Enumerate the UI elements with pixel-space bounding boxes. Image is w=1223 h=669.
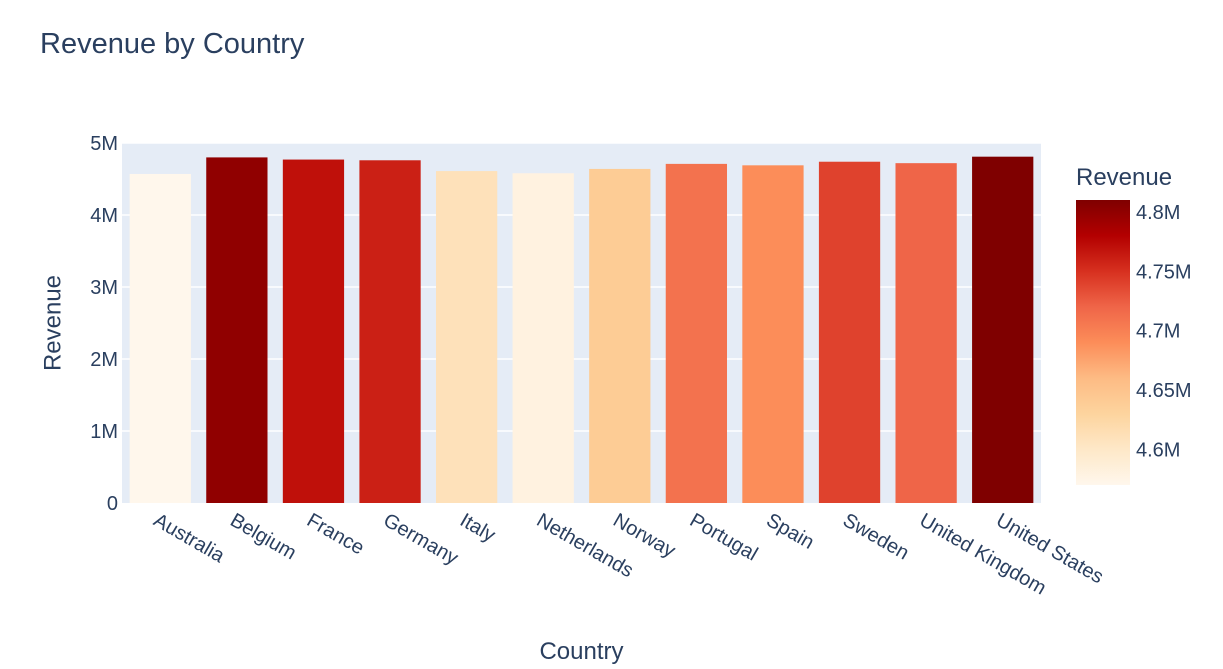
plot-background <box>122 143 1041 503</box>
colorbar-tick-label: 4.6M <box>1136 439 1180 461</box>
y-tick-label: 2M <box>90 349 118 371</box>
y-tick-label: 3M <box>90 277 118 299</box>
bar <box>206 157 268 503</box>
bar <box>129 173 191 503</box>
bar <box>512 173 574 504</box>
bars <box>129 156 1034 504</box>
chart-title: Revenue by Country <box>40 28 305 60</box>
bar <box>972 156 1034 503</box>
colorbar-title: Revenue <box>1076 164 1172 191</box>
colorbar-tick-label: 4.65M <box>1136 380 1192 402</box>
gridlines <box>122 142 1041 432</box>
y-axis-ticks: 0 1M 2M 3M 4M 5M <box>90 133 118 515</box>
bar <box>818 161 881 503</box>
x-tick-label: France <box>303 509 368 559</box>
bar <box>282 159 345 503</box>
x-tick-label: Sweden <box>839 509 913 564</box>
y-tick-label: 5M <box>90 133 118 155</box>
y-axis-title: Revenue <box>39 275 66 371</box>
y-tick-label: 4M <box>90 205 118 227</box>
colorbar <box>1076 200 1130 485</box>
x-tick-label: United Kingdom <box>916 509 1050 599</box>
x-axis-title: Country <box>539 638 623 665</box>
x-tick-label: Portugal <box>686 509 762 565</box>
colorbar-ticks: 4.6M 4.65M 4.7M 4.75M 4.8M <box>1136 202 1192 462</box>
x-tick-label: Australia <box>150 509 229 567</box>
colorbar-tick-label: 4.75M <box>1136 261 1192 283</box>
y-tick-label: 0 <box>107 493 118 515</box>
bar <box>589 168 651 504</box>
colorbar-tick-label: 4.7M <box>1136 321 1180 343</box>
y-tick-label: 1M <box>90 421 118 443</box>
bar <box>742 165 804 503</box>
x-tick-label: Belgium <box>226 509 300 564</box>
x-tick-label: Italy <box>456 509 499 546</box>
bar <box>665 163 728 503</box>
bar <box>895 163 957 503</box>
bar <box>359 160 421 503</box>
colorbar-tick-label: 4.8M <box>1136 202 1180 224</box>
x-tick-label: Germany <box>380 509 462 569</box>
bar <box>435 171 498 503</box>
x-tick-label: Spain <box>762 509 817 554</box>
